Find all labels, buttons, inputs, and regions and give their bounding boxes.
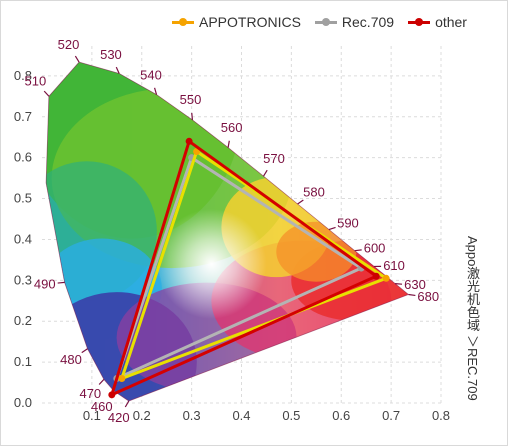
y-tick-label-0.2: 0.2 (14, 313, 32, 328)
wavelength-tick-630 (395, 283, 403, 285)
wavelength-label-550: 550 (180, 92, 202, 107)
wavelength-label-530: 530 (100, 47, 122, 62)
wavelength-tick-680 (408, 293, 416, 297)
wavelength-tick-520 (74, 55, 80, 63)
wavelength-label-460: 460 (91, 399, 113, 414)
legend-swatch-other (408, 16, 431, 28)
legend-swatch-appotronics (172, 16, 194, 28)
wavelength-tick-600 (354, 249, 362, 252)
wavelength-label-580: 580 (303, 185, 325, 200)
wavelength-label-570: 570 (263, 151, 285, 166)
wavelength-label-590: 590 (337, 216, 359, 231)
gamut-point-appotronics-0 (382, 274, 390, 282)
y-tick-label-0.5: 0.5 (14, 191, 32, 206)
x-tick-label-0.4: 0.4 (232, 408, 250, 423)
wavelength-label-480: 480 (60, 352, 82, 367)
y-tick-label-0.8: 0.8 (14, 68, 32, 83)
x-tick-label-0.6: 0.6 (332, 408, 350, 423)
legend-item-other[interactable]: other (408, 14, 467, 30)
wavelength-label-610: 610 (383, 258, 405, 273)
wavelength-tick-570 (262, 169, 268, 177)
wavelength-tick-490 (57, 281, 65, 284)
gamut-point-other-1 (185, 137, 193, 145)
wavelength-label-420: 420 (108, 410, 130, 425)
gamut-comparison-note: Appo激光机色域 ＞REC.709 (465, 236, 480, 401)
legend-label-appotronics: APPOTRONICS (199, 14, 301, 30)
gamut-triangles (108, 137, 390, 399)
axis-tick-labels: 0.1 0.2 0.3 0.4 0.5 0.6 0.7 0.8 0.0 0.1 0.2 0.3 0.4 0… (14, 68, 450, 423)
white-region (156, 208, 267, 319)
wavelength-tick-470 (98, 378, 105, 385)
gamut-triangle-other (109, 138, 380, 398)
y-tick-label-0.0: 0.0 (14, 395, 32, 410)
wavelength-tick-530 (115, 66, 120, 74)
y-tick-label-0.1: 0.1 (14, 354, 32, 369)
wavelength-label-560: 560 (221, 120, 243, 135)
wavelength-label-680: 680 (417, 289, 439, 304)
wavelength-label-630: 630 (404, 277, 426, 292)
legend-swatch-rec709 (314, 16, 337, 28)
x-tick-label-0.7: 0.7 (382, 408, 400, 423)
x-tick-label-0.3: 0.3 (183, 408, 201, 423)
x-tick-label-0.1: 0.1 (83, 408, 101, 423)
wavelength-tick-550 (191, 112, 194, 120)
x-tick-label-0.8: 0.8 (432, 408, 450, 423)
gamut-point-other-0 (372, 272, 380, 280)
gamut-point-other-2 (108, 391, 116, 399)
orange-region (276, 221, 357, 282)
y-tick-label-0.6: 0.6 (14, 150, 32, 165)
legend-item-appotronics[interactable]: APPOTRONICS (172, 14, 301, 30)
legend-label-rec709: Rec.709 (341, 14, 395, 30)
wavelength-label-520: 520 (58, 37, 80, 52)
wavelength-tick-560 (227, 140, 230, 148)
wavelength-label-470: 470 (79, 386, 101, 401)
legend-item-rec709[interactable]: Rec.709 (314, 14, 395, 30)
wavelength-label-600: 600 (364, 240, 386, 255)
wavelength-tick-540 (153, 87, 158, 95)
wavelength-tick-480 (81, 348, 88, 354)
y-tick-label-0.3: 0.3 (14, 272, 32, 287)
chart-legend: APPOTRONICS Rec.709 other (172, 14, 467, 30)
x-tick-label-0.2: 0.2 (133, 408, 151, 423)
wavelength-tick-420 (124, 400, 130, 408)
legend-label-other: other (435, 14, 467, 30)
wavelength-label-540: 540 (140, 67, 162, 82)
wavelength-tick-590 (328, 226, 336, 231)
wavelength-label-490: 490 (34, 276, 56, 291)
gamut-triangle-rec-709 (114, 155, 365, 382)
wavelength-label-510: 510 (25, 74, 47, 89)
x-tick-label-0.5: 0.5 (282, 408, 300, 423)
gamut-point-appotronics-2 (118, 374, 126, 382)
y-tick-label-0.4: 0.4 (14, 231, 32, 246)
wavelength-tick-510 (43, 90, 50, 97)
wavelength-tick-580 (297, 199, 304, 205)
spectral-locus-outline (45, 61, 410, 402)
y-tick-label-0.7: 0.7 (14, 109, 32, 124)
